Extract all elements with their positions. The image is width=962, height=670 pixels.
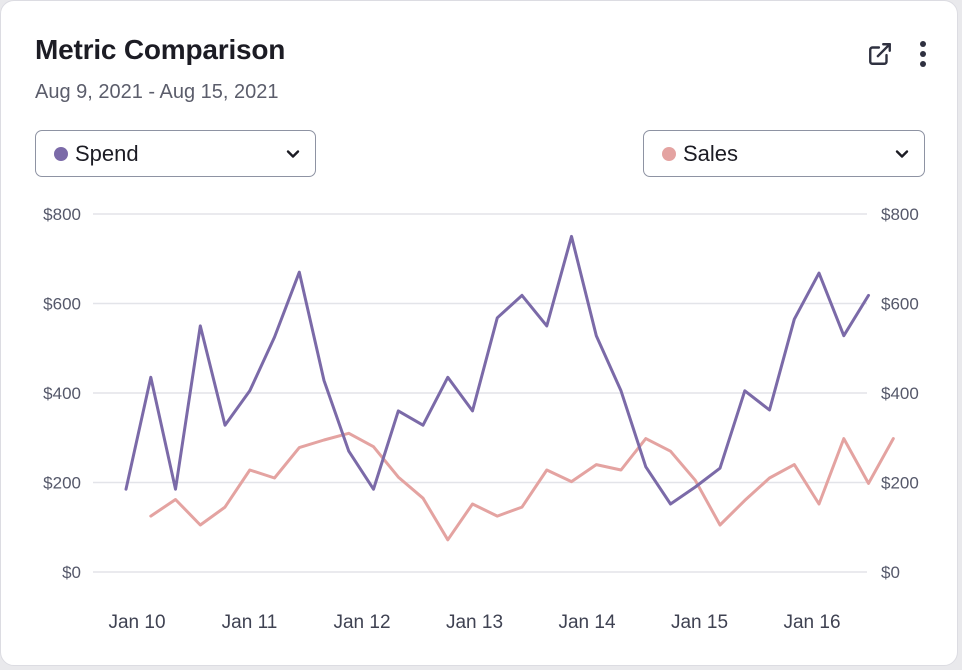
x-tick-label: Jan 12 <box>333 612 390 633</box>
right-metric-label: Sales <box>683 140 739 166</box>
right-metric-select[interactable]: Sales <box>643 130 925 177</box>
y-tick-right: $200 <box>881 474 919 493</box>
chevron-down-icon <box>283 144 303 164</box>
y-tick-right: $0 <box>881 563 900 582</box>
y-tick-left: $800 <box>43 205 81 224</box>
y-tick-right: $600 <box>881 295 919 314</box>
card-title: Metric Comparison <box>35 34 286 65</box>
spend-color-dot <box>54 146 68 161</box>
date-range: Aug 9, 2021 - Aug 15, 2021 <box>35 81 279 103</box>
y-tick-left: $0 <box>62 563 81 582</box>
y-tick-right: $800 <box>881 205 919 224</box>
series-line-sales <box>149 431 895 542</box>
y-tick-left: $600 <box>43 295 81 314</box>
x-tick-label: Jan 13 <box>446 612 503 633</box>
x-tick-label: Jan 11 <box>222 612 278 633</box>
x-tick-label: Jan 14 <box>558 612 615 633</box>
sales-color-dot <box>662 146 676 161</box>
y-tick-left: $400 <box>43 384 81 403</box>
series-line-spend <box>124 234 870 506</box>
line-chart: $0 $0 $200 $200 $400 $400 $600 $600 $800 $800 Jan … <box>43 205 919 633</box>
left-metric-select[interactable]: Spend <box>35 130 316 177</box>
x-tick-label: Jan 15 <box>671 612 728 633</box>
y-tick-right: $400 <box>881 384 919 403</box>
x-tick-label: Jan 16 <box>783 612 840 633</box>
x-tick-label: Jan 10 <box>108 612 165 633</box>
y-tick-left: $200 <box>43 474 81 493</box>
external-link-icon[interactable] <box>863 37 897 71</box>
left-metric-label: Spend <box>75 140 139 166</box>
chevron-down-icon <box>892 144 912 164</box>
vertical-ellipsis-icon[interactable] <box>906 37 940 71</box>
